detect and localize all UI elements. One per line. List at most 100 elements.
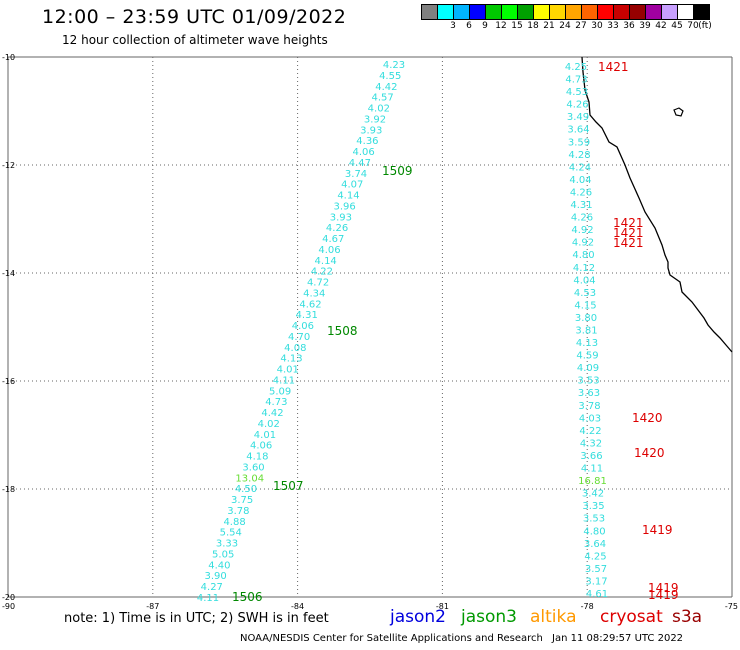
legend-tick-label: 27 [575,21,587,31]
wave-height-label: 4.15 [574,300,596,311]
wave-height-label: 4.31 [570,200,592,211]
wave-height-label: 4.92 [571,225,593,236]
pass-number-label: 1421 [613,216,644,230]
wave-height-label: 3.75 [231,495,253,506]
wave-height-label: 4.36 [356,136,378,147]
wave-height-label: 3.78 [578,401,600,412]
wave-height-label: 4.42 [375,82,397,93]
wave-height-label: 4.26 [566,100,588,111]
legend-tick-label: 45 [671,21,683,31]
mission-jason2: jason2 [390,607,446,627]
wave-height-label: 4.70 [288,332,310,343]
wave-height-label: 4.02 [258,419,280,430]
color-legend: 3 6 9 12 15 18 21 24 27 30 33 36 39 42 45 70 (ft) [421,4,712,34]
wave-height-label: 4.23 [383,60,405,71]
wave-height-label: 4.12 [573,263,595,274]
wave-height-label: 4.02 [368,104,390,115]
wave-height-label: 4.50 [235,484,257,495]
wave-height-label: 4.14 [337,191,359,202]
legend-tick-label: 3 [450,21,456,31]
legend-swatches [421,4,710,20]
wave-height-label: 4.25 [584,551,606,562]
wave-height-label: 3.17 [585,576,607,587]
legend-tick-label: 6 [466,21,472,31]
wave-height-label: 5.05 [212,549,234,560]
wave-height-label: 3.63 [578,388,600,399]
coastline [581,56,733,353]
pass-number-label: 1421 [613,226,644,240]
legend-unit: (ft) [698,21,712,31]
legend-tick-label: 70 [687,21,699,31]
wave-height-label: 3.81 [575,326,597,337]
wave-height-label: 4.57 [371,93,393,104]
wave-height-label: 4.67 [322,234,344,245]
wave-height-label: 4.92 [572,238,594,249]
wave-height-label: 4.14 [315,256,337,267]
wave-height-label: 3.57 [585,564,607,575]
mission-cryosat: cryosat [600,607,663,627]
longitude-tick-label: -87 [146,602,159,611]
pass-number-label: 1509 [382,164,413,178]
wave-height-label: 4.32 [580,438,602,449]
page-subtitle: 12 hour collection of altimeter wave hei… [62,33,328,47]
wave-height-label: 4.31 [296,310,318,321]
mission-jason3: jason3 [461,607,517,627]
map-grid [7,56,733,598]
wave-height-label: 4.42 [261,408,283,419]
wave-height-label: 4.27 [201,582,223,593]
wave-height-label: 4.24 [569,162,591,173]
wave-height-label: 3.93 [330,212,352,223]
wave-height-label: 4.08 [284,343,306,354]
pass-number-label: 1420 [632,411,663,425]
wave-height-label: 4.53 [574,288,596,299]
wave-height-label: 4.25 [565,62,587,73]
wave-height-label: 4.80 [583,526,605,537]
latitude-tick-label: -16 [2,377,15,386]
latitude-tick-label: -20 [2,593,15,602]
wave-height-label: 4.62 [299,299,321,310]
west-altimeter-track: 4.234.554.424.574.023.923.934.364.064.47… [197,60,413,604]
wave-height-label: 4.26 [570,187,592,198]
wave-height-label: 4.40 [208,560,230,571]
pass-number-label: 1421 [613,236,644,250]
longitude-tick-label: -78 [581,602,594,611]
longitude-tick-label: -81 [436,602,449,611]
longitude-tick-label: -84 [291,602,304,611]
pass-number-label: 1419 [648,581,679,595]
legend-tick-label: 18 [527,21,539,31]
page-title: 12:00 – 23:59 UTC 01/09/2022 [42,6,347,28]
wave-height-label: 3.60 [242,462,264,473]
island-outline [673,107,684,117]
wave-height-label: 4.01 [277,365,299,376]
wave-height-label: 4.80 [572,250,594,261]
wave-height-label: 4.61 [586,589,608,600]
wave-height-label: 4.26 [326,223,348,234]
wave-height-label: 3.92 [364,114,386,125]
wave-height-label: 4.59 [576,351,598,362]
legend-tick-label: 33 [607,21,619,31]
pass-number-label: 1507 [273,479,304,493]
wave-height-label: 4.55 [379,71,401,82]
wave-height-label: 4.73 [265,397,287,408]
wave-height-label: 5.09 [269,386,291,397]
pass-number-label: 1420 [634,446,665,460]
wave-height-label: 4.06 [292,321,314,332]
latitude-tick-label: -12 [2,161,15,170]
wave-height-label: 3.90 [204,571,226,582]
mission-s3a: s3a [672,607,703,627]
wave-height-label: 3.78 [227,506,249,517]
wave-height-label: 4.28 [568,150,590,161]
latitude-tick-label: -10 [2,53,15,62]
wave-height-label: 4.13 [280,354,302,365]
wave-height-label: 4.88 [223,517,245,528]
wave-height-label: 3.96 [334,201,356,212]
wave-height-label: 4.26 [571,213,593,224]
wave-height-label: 16.81 [578,476,607,487]
wave-height-label: 4.11 [197,593,219,604]
latitude-tick-label: -18 [2,485,15,494]
pass-number-label: 1419 [648,588,679,602]
wave-height-label: 3.80 [575,313,597,324]
wave-height-label: 3.59 [568,137,590,148]
wave-height-label: 4.73 [565,75,587,86]
